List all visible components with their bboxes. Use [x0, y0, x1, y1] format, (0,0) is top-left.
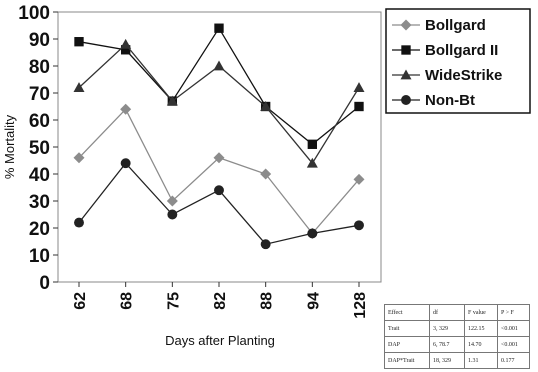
diamond-marker — [400, 19, 412, 31]
header-cell: F value — [464, 304, 498, 321]
table-cell: 18, 329 — [429, 352, 465, 369]
circle-marker — [214, 185, 224, 196]
legend-label: Non-Bt — [425, 92, 475, 109]
y-axis-title: % Mortality — [2, 114, 17, 179]
table-cell: 122.15 — [464, 320, 498, 337]
circle-marker — [74, 217, 84, 228]
x-tick-label: 88 — [259, 292, 276, 310]
table-row: DAP 6, 78.7 14.70 <0.001 — [384, 336, 530, 353]
y-tick-label: 0 — [39, 273, 50, 294]
table-cell: <0.001 — [497, 320, 530, 337]
table-cell: 0.177 — [497, 352, 530, 369]
table-cell: DAP*Trait — [384, 352, 430, 369]
y-tick-label: 100 — [18, 3, 50, 24]
table-cell: Trait — [384, 320, 430, 337]
legend-label: Bollgard — [425, 17, 486, 34]
x-tick-label: 82 — [212, 292, 229, 310]
table-header-row: Effect df F value P > F — [384, 304, 530, 321]
y-tick-label: 50 — [29, 138, 50, 159]
circle-marker — [167, 209, 178, 220]
x-axis-title: Days after Planting — [165, 333, 275, 348]
y-axis: 0 10 20 30 40 50 60 70 80 90 100 — [18, 3, 58, 294]
table-cell: 1.31 — [464, 352, 498, 369]
y-tick-label: 80 — [29, 57, 50, 78]
square-marker — [307, 139, 318, 149]
x-tick-label: 128 — [352, 292, 369, 319]
header-cell: Effect — [384, 304, 430, 321]
series-layer — [73, 23, 365, 250]
diamond-marker — [213, 152, 225, 164]
square-marker — [120, 45, 131, 55]
diamond-marker — [260, 168, 272, 180]
square-marker — [214, 23, 224, 33]
header-cell: df — [429, 304, 465, 321]
triangle-marker — [400, 69, 412, 80]
table-cell: 14.70 — [464, 336, 498, 353]
circle-marker — [120, 158, 131, 169]
table-row: Trait 3, 329 122.15 <0.001 — [384, 320, 530, 337]
x-tick-label: 68 — [119, 292, 136, 310]
y-tick-label: 10 — [29, 246, 50, 267]
table-row: DAP*Trait 18, 329 1.31 0.177 — [384, 352, 530, 369]
diamond-marker — [120, 103, 132, 115]
circle-marker — [401, 95, 411, 105]
legend-label: WideStrike — [425, 67, 502, 84]
square-marker — [74, 37, 84, 47]
diamond-marker — [73, 152, 85, 164]
triangle-marker — [353, 82, 365, 92]
square-marker — [401, 45, 411, 55]
legend-label: Bollgard II — [425, 42, 498, 59]
x-axis: 62 68 75 82 88 94 128 — [72, 282, 369, 319]
circle-marker — [354, 220, 364, 231]
triangle-marker — [260, 101, 272, 111]
diamond-marker — [166, 195, 178, 207]
table-cell: <0.001 — [497, 336, 530, 353]
plot-area — [57, 11, 382, 283]
statistics-table: Effect df F value P > F Trait 3, 329 122… — [384, 304, 530, 369]
legend: Bollgard Bollgard II WideStrike Non-Bt — [385, 8, 531, 114]
x-tick-label: 75 — [165, 292, 182, 310]
x-tick-label: 94 — [305, 292, 322, 310]
series-widestrike — [73, 38, 365, 168]
y-tick-label: 30 — [29, 192, 50, 213]
y-tick-label: 60 — [29, 111, 50, 132]
square-marker — [354, 101, 364, 112]
header-cell: P > F — [497, 304, 530, 321]
circle-marker — [307, 228, 318, 239]
triangle-marker — [73, 82, 85, 92]
x-tick-label: 62 — [72, 292, 89, 310]
y-tick-label: 20 — [29, 219, 50, 240]
series-non-bt — [74, 158, 364, 250]
triangle-marker — [120, 38, 132, 49]
table-cell: 6, 78.7 — [429, 336, 465, 353]
circle-marker — [260, 239, 271, 250]
triangle-marker — [213, 60, 225, 71]
table-cell: 3, 329 — [429, 320, 465, 337]
y-tick-label: 90 — [29, 30, 50, 51]
y-tick-label: 70 — [29, 84, 50, 105]
y-tick-label: 40 — [29, 165, 50, 186]
triangle-marker — [306, 157, 318, 168]
triangle-marker — [166, 95, 178, 106]
diamond-marker — [353, 173, 365, 185]
table-cell: DAP — [384, 336, 430, 353]
